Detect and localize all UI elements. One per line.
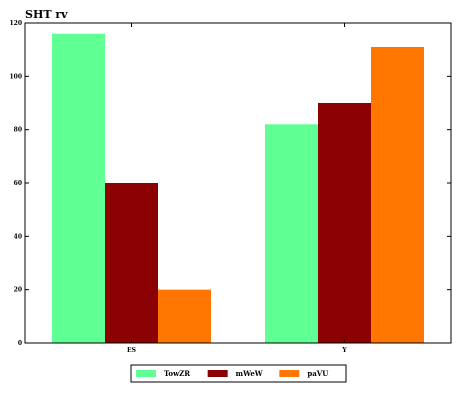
chart-title: SHT rv bbox=[25, 8, 68, 21]
legend-swatch-TowZR bbox=[136, 370, 156, 377]
y-tick-label: 80 bbox=[14, 127, 22, 134]
y-tick-label: 20 bbox=[14, 287, 22, 294]
y-tick-label: 100 bbox=[9, 73, 22, 80]
bar-mWeW-Y bbox=[318, 103, 371, 343]
legend-swatch-paVU bbox=[279, 370, 300, 377]
bar-paVU-Y bbox=[371, 47, 424, 343]
legend-swatch-mWeW bbox=[207, 370, 228, 377]
bar-TowZR-Y bbox=[265, 124, 318, 343]
x-tick-label: ES bbox=[127, 347, 136, 354]
legend-label-paVU: paVU bbox=[307, 369, 328, 378]
bar-mWeW-ES bbox=[105, 183, 158, 343]
y-tick-label: 40 bbox=[14, 233, 22, 240]
y-tick-label: 0 bbox=[18, 340, 22, 347]
bar-paVU-ES bbox=[158, 289, 211, 343]
y-tick-label: 120 bbox=[9, 20, 22, 27]
y-tick-label: 60 bbox=[14, 180, 22, 187]
x-tick-label: Y bbox=[341, 347, 347, 354]
legend-box bbox=[130, 364, 347, 383]
plot-area: 0 20 40 60 80 100 120 ES Y bbox=[9, 20, 452, 354]
bar-TowZR-ES bbox=[52, 33, 105, 344]
legend: TowZR mWeW paVU bbox=[130, 364, 347, 383]
legend-label-TowZR: TowZR bbox=[164, 369, 190, 378]
legend-label-mWeW: mWeW bbox=[236, 369, 263, 378]
